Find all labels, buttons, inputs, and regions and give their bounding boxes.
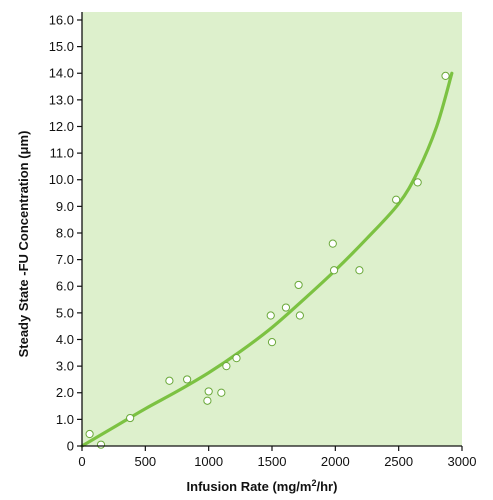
y-tick-label: 11.0 [50, 146, 74, 161]
data-point [267, 338, 277, 347]
y-tick-label: 2.0 [56, 385, 74, 400]
data-point [266, 311, 275, 320]
y-tick-label: 5.0 [56, 305, 74, 320]
data-point [183, 375, 192, 384]
x-tick-label: 500 [134, 454, 156, 469]
data-point [96, 440, 106, 449]
data-point [355, 266, 364, 275]
data-point [165, 376, 174, 385]
y-tick-label: 9.0 [56, 199, 74, 214]
x-tick-label: 3000 [448, 454, 477, 469]
y-tick-label: 16.0 [49, 12, 74, 27]
data-point [413, 178, 422, 187]
fit-curve [80, 71, 454, 448]
data-point [232, 354, 241, 363]
y-tick-label: 6.0 [56, 279, 74, 294]
x-tick-label: 2500 [384, 454, 413, 469]
data-point [126, 413, 135, 423]
x-tick-label: 1000 [194, 454, 223, 469]
data-point [222, 362, 231, 371]
y-tick-label: 10.0 [49, 172, 74, 187]
data-point [204, 387, 213, 396]
y-tick-label: 0 [67, 439, 74, 454]
data-point [281, 303, 291, 312]
data-point [217, 388, 226, 397]
data-point [392, 195, 401, 204]
data-point [441, 71, 450, 81]
x-tick-label: 2000 [321, 454, 350, 469]
y-tick-label: 4.0 [56, 332, 74, 347]
y-tick-label: 1.0 [56, 412, 74, 427]
y-tick-label: 13.0 [49, 92, 74, 107]
data-point [85, 429, 94, 439]
data-point [294, 280, 303, 290]
y-tick-label: 14.0 [49, 66, 74, 81]
x-tick-label: 1500 [258, 454, 287, 469]
y-tick-label: 15.0 [49, 39, 74, 54]
data-point [203, 396, 212, 405]
y-tick-label: 12.0 [49, 119, 74, 134]
y-axis-title: Steady State -FU Concentration (μm) [16, 131, 31, 358]
x-tick-label: 0 [78, 454, 85, 469]
data-point [328, 239, 337, 248]
data-point [295, 311, 304, 320]
plot-area [82, 12, 462, 446]
x-axis-title: Infusion Rate (mg/m2/hr) [187, 478, 338, 494]
y-tick-label: 8.0 [56, 225, 74, 240]
y-tick-label: 7.0 [56, 252, 74, 267]
data-point [329, 266, 339, 275]
y-tick-label: 3.0 [56, 359, 74, 374]
